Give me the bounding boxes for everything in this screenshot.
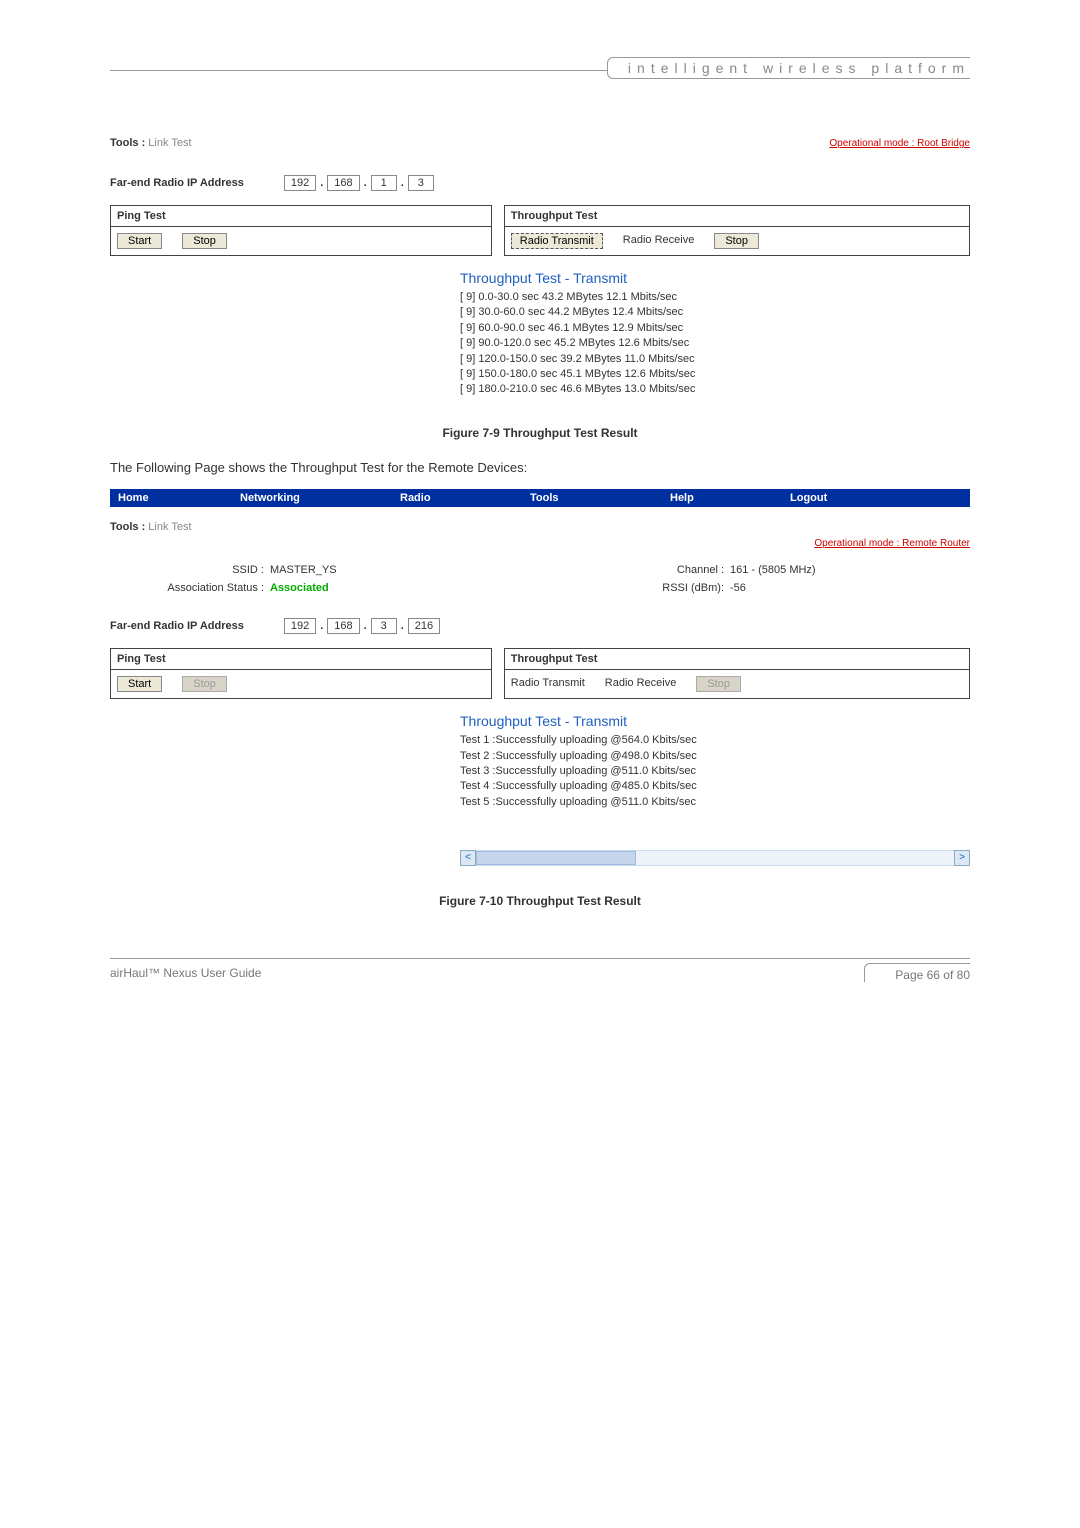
- throughput-stop-button[interactable]: Stop: [714, 233, 759, 249]
- ip-octet-4b[interactable]: 216: [408, 618, 440, 634]
- throughput-test-header: Throughput Test: [505, 206, 969, 227]
- result-line: [ 9] 90.0-120.0 sec 45.2 MBytes 12.6 Mbi…: [460, 336, 970, 351]
- result-line-2: Test 4 :Successfully uploading @485.0 Kb…: [460, 779, 970, 794]
- radio-receive-label-2[interactable]: Radio Receive: [605, 676, 677, 692]
- throughput-test-panel: Throughput Test Radio Transmit Radio Rec…: [504, 205, 970, 256]
- ip-octet-1[interactable]: 192: [284, 175, 316, 191]
- ping-stop-button-2: Stop: [182, 676, 227, 692]
- result-line: [ 9] 0.0-30.0 sec 43.2 MBytes 12.1 Mbits…: [460, 290, 970, 305]
- channel-label: Channel :: [640, 561, 730, 580]
- result-line-2: Test 2 :Successfully uploading @498.0 Kb…: [460, 749, 970, 764]
- result-line-2: Test 5 :Successfully uploading @511.0 Kb…: [460, 795, 970, 810]
- ssid-value: MASTER_YS: [270, 561, 490, 580]
- ip-octet-4[interactable]: 3: [408, 175, 434, 191]
- ip-address-group: 192. 168. 1. 3: [284, 175, 434, 191]
- body-text: The Following Page shows the Throughput …: [110, 460, 970, 475]
- tools-page-2: Link Test: [148, 521, 191, 533]
- tools-page: Link Test: [148, 137, 191, 149]
- throughput-result-title: Throughput Test - Transmit: [460, 270, 970, 286]
- radio-receive-label[interactable]: Radio Receive: [623, 233, 695, 249]
- result-line: [ 9] 180.0-210.0 sec 46.6 MBytes 13.0 Mb…: [460, 382, 970, 397]
- ip-octet-2b[interactable]: 168: [327, 618, 359, 634]
- tools-label: Tools :: [110, 137, 145, 149]
- tools-title-2: Tools : Link Test: [110, 521, 192, 533]
- ping-stop-button[interactable]: Stop: [182, 233, 227, 249]
- header-divider: intelligent wireless platform: [110, 70, 970, 71]
- assoc-value: Associated: [270, 579, 490, 598]
- throughput-result-title-2: Throughput Test - Transmit: [460, 713, 970, 729]
- result-line-2: Test 1 :Successfully uploading @564.0 Kb…: [460, 733, 970, 748]
- navbar: Home Networking Radio Tools Help Logout: [110, 489, 970, 507]
- ping-test-header: Ping Test: [111, 206, 491, 227]
- footer-right: Page 66 of 80: [864, 963, 970, 982]
- result-line: [ 9] 150.0-180.0 sec 45.1 MBytes 12.6 Mb…: [460, 367, 970, 382]
- throughput-test-panel-2: Throughput Test Radio Transmit Radio Rec…: [504, 648, 970, 699]
- rssi-value: -56: [730, 579, 746, 598]
- ping-start-button[interactable]: Start: [117, 233, 162, 249]
- ip-address-group-2: 192. 168. 3. 216: [284, 618, 440, 634]
- ping-test-panel: Ping Test Start Stop: [110, 205, 492, 256]
- ip-octet-1b[interactable]: 192: [284, 618, 316, 634]
- tools-title: Tools : Link Test: [110, 137, 192, 149]
- ssid-label: SSID :: [110, 561, 270, 580]
- header-title: intelligent wireless platform: [607, 57, 970, 79]
- radio-transmit-label-2[interactable]: Radio Transmit: [511, 676, 585, 692]
- channel-value: 161 - (5805 MHz): [730, 561, 816, 580]
- throughput-stop-button-2: Stop: [696, 676, 741, 692]
- rssi-label: RSSI (dBm):: [640, 579, 730, 598]
- assoc-label: Association Status :: [110, 579, 270, 598]
- result-line: [ 9] 30.0-60.0 sec 44.2 MBytes 12.4 Mbit…: [460, 305, 970, 320]
- nav-tools[interactable]: Tools: [530, 489, 670, 507]
- ip-label: Far-end Radio IP Address: [110, 177, 244, 189]
- ping-test-panel-2: Ping Test Start Stop: [110, 648, 492, 699]
- result-line: [ 9] 60.0-90.0 sec 46.1 MBytes 12.9 Mbit…: [460, 321, 970, 336]
- scroll-left-icon[interactable]: <: [460, 850, 476, 866]
- ping-start-button-2[interactable]: Start: [117, 676, 162, 692]
- scroll-track[interactable]: [476, 850, 954, 866]
- scroll-thumb[interactable]: [476, 851, 636, 865]
- ip-octet-3b[interactable]: 3: [371, 618, 397, 634]
- nav-help[interactable]: Help: [670, 489, 790, 507]
- nav-radio[interactable]: Radio: [400, 489, 530, 507]
- nav-logout[interactable]: Logout: [790, 489, 970, 507]
- ip-octet-3[interactable]: 1: [371, 175, 397, 191]
- horizontal-scrollbar[interactable]: < >: [460, 850, 970, 866]
- ping-test-header-2: Ping Test: [111, 649, 491, 670]
- figure-caption-2: Figure 7-10 Throughput Test Result: [110, 894, 970, 908]
- figure-caption-1: Figure 7-9 Throughput Test Result: [110, 426, 970, 440]
- page-footer: airHaul™ Nexus User Guide Page 66 of 80: [110, 958, 970, 982]
- ip-octet-2[interactable]: 168: [327, 175, 359, 191]
- result-line-2: Test 3 :Successfully uploading @511.0 Kb…: [460, 764, 970, 779]
- tools-label-2: Tools :: [110, 521, 145, 533]
- throughput-test-header-2: Throughput Test: [505, 649, 969, 670]
- ip-label-2: Far-end Radio IP Address: [110, 620, 244, 632]
- nav-networking[interactable]: Networking: [240, 489, 400, 507]
- result-line: [ 9] 120.0-150.0 sec 39.2 MBytes 11.0 Mb…: [460, 352, 970, 367]
- scroll-right-icon[interactable]: >: [954, 850, 970, 866]
- footer-left: airHaul™ Nexus User Guide: [110, 966, 261, 980]
- operational-mode-link[interactable]: Operational mode : Root Bridge: [829, 138, 970, 149]
- radio-transmit-button[interactable]: Radio Transmit: [511, 233, 603, 249]
- nav-home[interactable]: Home: [110, 489, 240, 507]
- operational-mode-link-2[interactable]: Operational mode : Remote Router: [814, 538, 970, 549]
